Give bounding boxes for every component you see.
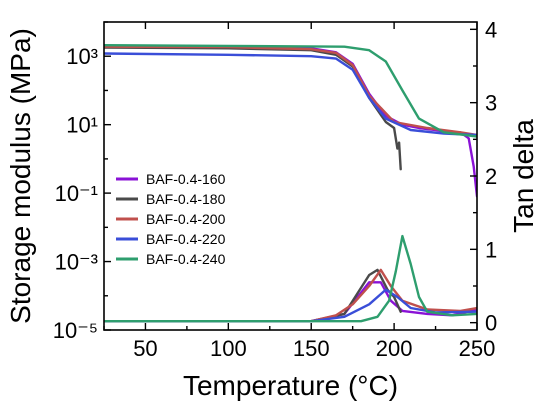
series-BAF-0.4-240-modulus-line [104, 44, 477, 138]
x-tick-label: 50 [133, 336, 157, 361]
y-left-tick-label: 10⁻³ [55, 250, 98, 275]
series-BAF-0.4-180-modulus-line [104, 46, 402, 171]
legend-label: BAF-0.4-180 [146, 191, 226, 207]
series-BAF-0.4-180-tan-delta-line [104, 268, 402, 323]
y-right-axis-title: Tan delta [508, 119, 539, 233]
series-BAF-0.4-200-tan-delta-line [104, 268, 477, 323]
y-left-tick-label: 10¹ [66, 113, 98, 138]
y-left-tick-label: 10⁻¹ [55, 181, 98, 206]
y-right-tick-label: 4 [485, 17, 497, 42]
y-right-tick-label: 3 [485, 91, 497, 116]
series-BAF-0.4-220-tan-delta-line [104, 288, 477, 323]
x-tick-label: 100 [210, 336, 247, 361]
series-BAF-0.4-220-modulus-line [104, 52, 477, 137]
y-right-tick-label: 0 [485, 311, 497, 336]
y-left-tick-label: 10⁻⁵ [53, 318, 98, 343]
y-left-tick-label: 10³ [66, 44, 98, 69]
x-axis-title: Temperature (°C) [183, 370, 398, 401]
legend-label: BAF-0.4-220 [146, 231, 226, 247]
y-right-tick-label: 2 [485, 164, 497, 189]
x-tick-label: 200 [376, 336, 413, 361]
y-right-tick-label: 1 [485, 237, 497, 262]
series-BAF-0.4-240-tan-delta-line [104, 234, 477, 323]
legend-label: BAF-0.4-200 [146, 211, 226, 227]
x-tick-label: 150 [293, 336, 330, 361]
x-tick-label: 250 [459, 336, 496, 361]
legend-label: BAF-0.4-160 [146, 171, 226, 187]
legend-label: BAF-0.4-240 [146, 251, 226, 267]
y-left-axis-title: Storage modulus (MPa) [5, 28, 36, 324]
series-BAF-0.4-200-modulus-line [104, 45, 477, 137]
